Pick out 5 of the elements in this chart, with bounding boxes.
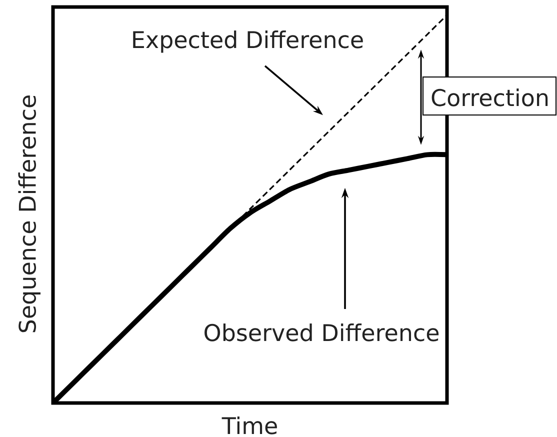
annotation: Correction	[432, 88, 548, 106]
y-axis-title: Sequence Difference	[18, 96, 40, 332]
x-axis-title: Time	[222, 416, 277, 434]
series-label: Expected Difference	[133, 30, 363, 53]
text: Observed Difference	[204, 324, 439, 342]
